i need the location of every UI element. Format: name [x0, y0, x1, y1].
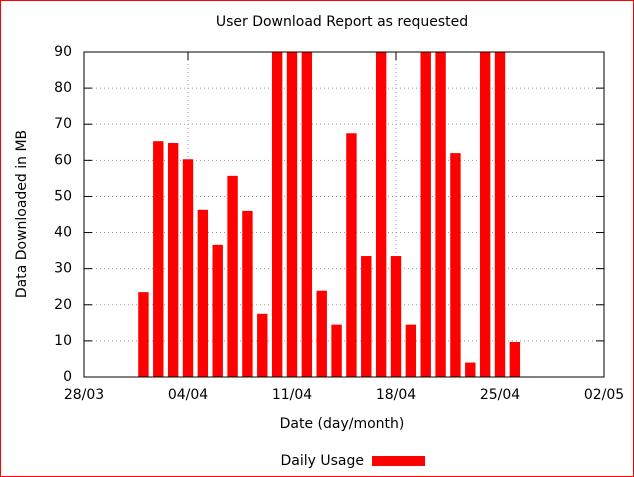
bar [242, 210, 253, 377]
x-tick-label: 18/04 [376, 387, 416, 403]
y-tick-label: 30 [54, 261, 72, 277]
bar [301, 52, 313, 377]
chart-title: User Download Report as requested [216, 14, 468, 30]
legend-label: Daily Usage [281, 453, 365, 469]
bar [435, 52, 446, 377]
bar [167, 143, 179, 377]
bar [361, 256, 372, 377]
bar [227, 175, 238, 377]
bar [197, 209, 209, 377]
bar [375, 52, 387, 377]
bar [286, 52, 298, 377]
legend-swatch [372, 456, 425, 466]
bar [450, 153, 461, 377]
bar [212, 244, 223, 377]
y-tick-label: 60 [54, 152, 72, 168]
y-tick-label: 70 [54, 116, 72, 132]
bar [153, 141, 164, 377]
x-tick-label: 28/03 [64, 387, 104, 403]
x-axis-label: Date (day/month) [280, 416, 405, 432]
y-tick-label: 20 [54, 297, 72, 313]
x-tick-label: 02/05 [584, 387, 624, 403]
bar [138, 292, 149, 377]
bar [331, 324, 342, 377]
bar [420, 52, 431, 377]
bar [182, 159, 194, 377]
bar [316, 290, 327, 377]
bar [271, 52, 283, 377]
bar [494, 52, 506, 377]
bar [405, 324, 417, 377]
bar [257, 313, 268, 377]
y-tick-label: 80 [54, 80, 72, 96]
x-tick-label: 04/04 [168, 387, 208, 403]
y-tick-label: 50 [54, 188, 72, 204]
bar [346, 133, 357, 377]
x-tick-label: 25/04 [480, 387, 520, 403]
y-tick-label: 40 [54, 225, 72, 241]
bar [465, 362, 476, 377]
y-tick-label: 90 [54, 44, 72, 60]
y-tick-label: 10 [54, 333, 72, 349]
y-tick-label: 0 [63, 369, 72, 385]
bar [509, 341, 521, 377]
bar [390, 256, 402, 377]
plot-border [83, 51, 605, 378]
bar [479, 52, 491, 377]
y-axis-label: Data Downloaded in MB [14, 130, 30, 298]
x-tick-label: 11/04 [272, 387, 312, 403]
